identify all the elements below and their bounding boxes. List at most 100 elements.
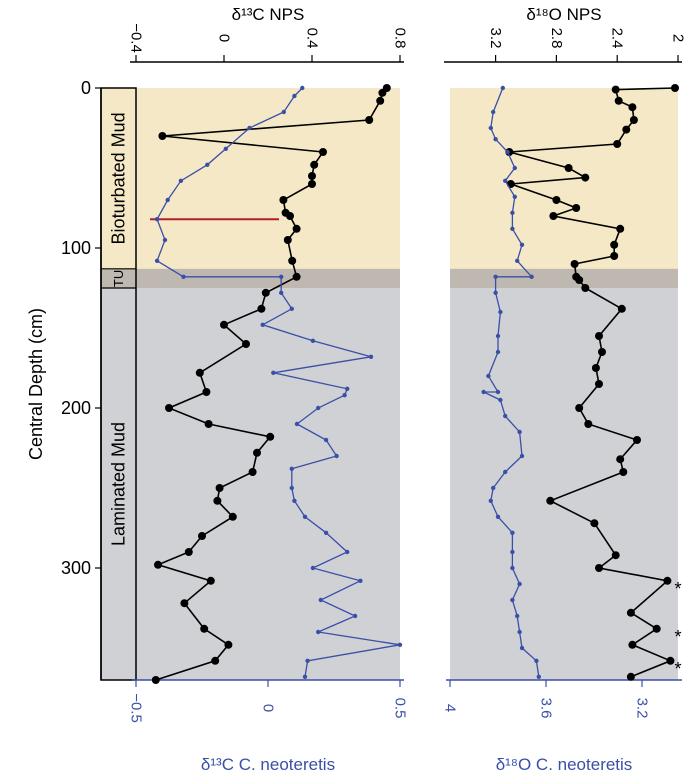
bottom-tick-label: 3.6 [538,698,555,719]
data-point-carbon-nps [180,599,189,608]
data-point-carbon-neoteretis [305,658,310,663]
data-point-oxygen-neoteretis [488,125,493,131]
data-point-oxygen-nps [614,96,623,105]
data-point-oxygen-neoteretis [519,645,525,651]
top-tick-label: 0.4 [304,28,321,49]
data-point-oxygen-neoteretis [510,530,515,535]
asterisk-marker: * [674,579,681,599]
data-point-oxygen-nps [570,260,579,268]
data-point-carbon-nps [224,640,233,649]
top-tick-label: −0.4 [128,23,145,53]
data-point-oxygen-neoteretis [500,85,505,91]
data-point-oxygen-neoteretis [529,274,534,279]
top-tick-label: 2.4 [609,28,626,49]
top-tick-label: 3.2 [487,28,504,49]
data-point-oxygen-nps [628,103,637,112]
data-point-carbon-neoteretis [260,322,265,327]
data-point-oxygen-neoteretis [517,581,522,587]
asterisk-marker: * [674,627,681,647]
data-point-oxygen-nps [572,204,581,212]
depth-tick-label: 0 [81,78,91,98]
data-point-carbon-neoteretis [342,393,347,398]
data-point-oxygen-neoteretis [510,565,515,571]
top-tick-label: 0.8 [392,28,409,49]
top-tick-label: 2.8 [548,28,565,49]
data-point-carbon-nps [228,512,237,521]
data-point-carbon-nps [151,676,160,684]
data-point-carbon-nps [215,484,224,492]
data-point-oxygen-nps [613,140,622,148]
bottom-tick-label: 0.5 [392,698,409,719]
data-point-carbon-neoteretis [323,437,329,443]
data-point-carbon-nps [213,496,222,505]
data-point-oxygen-neoteretis [493,274,498,279]
data-point-oxygen-neoteretis [510,210,515,215]
data-point-oxygen-neoteretis [517,629,522,635]
data-point-oxygen-neoteretis [495,349,501,355]
data-point-carbon-neoteretis [154,217,160,222]
data-point-carbon-neoteretis [352,613,358,619]
background-layer [101,86,678,682]
data-point-oxygen-nps [610,252,619,260]
data-point-carbon-neoteretis [292,93,297,99]
data-point-oxygen-neoteretis [512,194,517,199]
data-point-oxygen-nps [575,276,584,284]
data-point-carbon-nps [286,212,294,220]
data-point-oxygen-neoteretis [519,453,525,459]
data-point-oxygen-neoteretis [493,137,498,142]
zone-band-2 [101,288,678,680]
data-point-carbon-neoteretis [223,146,228,151]
data-point-oxygen-neoteretis [493,290,498,295]
data-point-oxygen-nps [549,212,558,220]
data-point-oxygen-neoteretis [510,226,515,231]
data-point-oxygen-neoteretis [503,469,508,475]
data-point-carbon-nps [283,236,292,244]
data-point-carbon-nps [204,420,213,428]
data-point-carbon-neoteretis [345,549,350,555]
data-point-oxygen-nps [552,196,561,204]
depth-tick-label: 200 [61,398,91,418]
bottom-tick-label: 4 [442,704,459,712]
asterisk-marker: * [674,659,681,679]
data-point-carbon-neoteretis [323,530,329,535]
data-point-oxygen-nps [652,624,661,633]
zone-band-1 [101,268,678,288]
data-point-oxygen-neoteretis [491,109,496,115]
data-point-oxygen-nps [546,496,555,505]
data-point-oxygen-neoteretis [515,613,520,619]
bottom-tick-label: −0.5 [128,693,145,723]
data-point-carbon-nps [319,148,327,156]
data-point-oxygen-nps [575,404,584,412]
bottom-tick-label: 0 [260,704,277,712]
data-point-oxygen-nps [628,640,637,649]
zone-band-0 [101,88,678,269]
data-point-oxygen-neoteretis [519,242,525,247]
data-point-carbon-nps [165,404,173,412]
zone-label-2: Laminated Mud [109,422,129,546]
data-point-carbon-nps [242,340,250,348]
data-point-oxygen-nps [564,164,573,172]
data-point-oxygen-nps [581,284,590,292]
bottom-axis-title-oxygen: δ¹⁸O C. neoteretis [496,755,633,774]
data-point-carbon-neoteretis [162,237,168,243]
data-point-carbon-neoteretis [294,421,300,427]
data-point-carbon-neoteretis [316,405,321,411]
data-point-carbon-neoteretis [310,565,316,571]
data-point-oxygen-nps [611,85,620,94]
data-point-oxygen-neoteretis [512,165,517,171]
data-point-oxygen-nps [598,348,606,356]
plot-layer [150,84,679,684]
data-point-carbon-neoteretis [271,370,276,375]
data-point-carbon-nps [292,272,301,281]
bottom-tick-label: 3.2 [634,698,651,719]
data-point-carbon-nps [202,388,211,396]
data-point-carbon-neoteretis [281,109,286,115]
data-point-oxygen-neoteretis [495,389,501,395]
bottom-axis-title-carbon: δ¹³C C. neoteretis [201,755,335,774]
data-point-oxygen-nps [617,304,626,313]
data-point-carbon-nps [310,160,319,169]
data-point-carbon-nps [288,256,297,265]
data-point-oxygen-neoteretis [486,373,491,379]
data-point-oxygen-nps [629,116,638,124]
